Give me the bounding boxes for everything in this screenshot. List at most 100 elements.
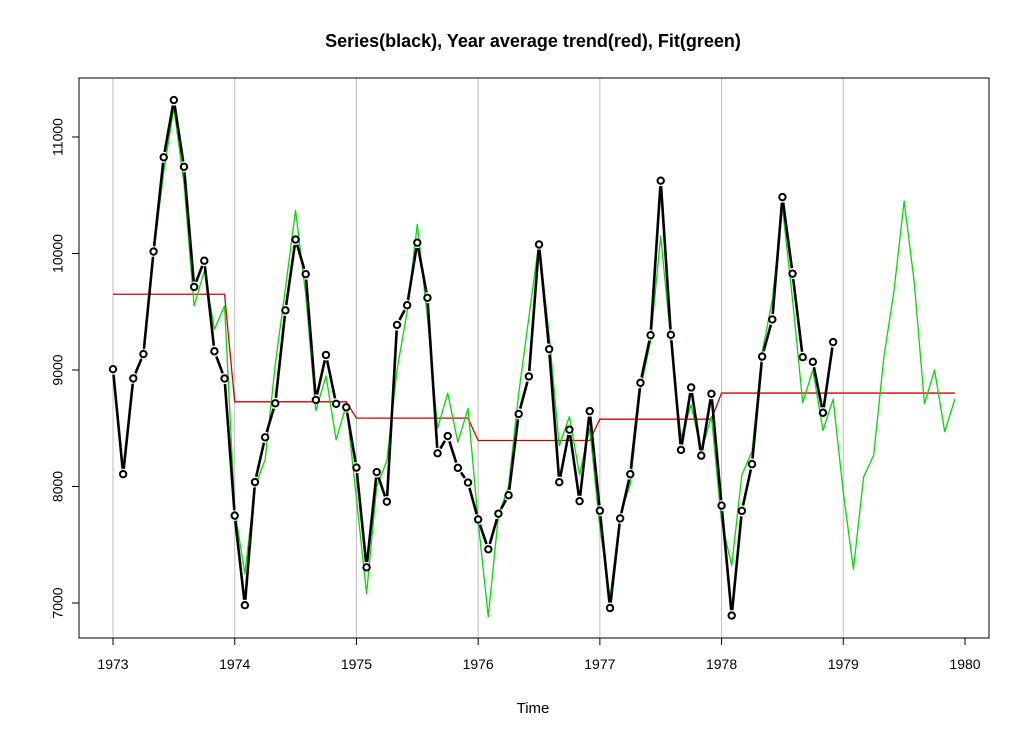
series-segment: [741, 469, 753, 506]
x-tick-label-1977: 1977: [584, 656, 615, 672]
grid-lines: [112, 78, 844, 638]
series-point-42: [534, 240, 544, 249]
series-point-21: [321, 350, 331, 360]
series-segment: [377, 476, 387, 497]
series-segment: [448, 440, 458, 464]
series-point-36: [473, 515, 483, 524]
series-segment: [649, 186, 662, 330]
series-segment: [112, 374, 124, 469]
series-segment: [710, 399, 723, 501]
series-segment: [609, 523, 621, 603]
series-point-7: [179, 162, 189, 172]
series-point-12: [230, 511, 239, 520]
axes: 1973 1974 1975 1976 1977 1978 1979 1980 7000 8000…: [50, 77, 990, 672]
series-point-30: [413, 238, 422, 247]
series-point-66: [778, 192, 787, 202]
x-tick-label-1978: 1978: [706, 656, 737, 672]
series-segment: [234, 520, 246, 600]
series-segment: [670, 340, 682, 445]
series-point-32: [433, 449, 442, 458]
series-segment: [578, 416, 591, 496]
series-point-31: [423, 293, 432, 302]
series-point-3: [139, 349, 148, 359]
series-segment: [345, 412, 357, 463]
series-segment: [781, 202, 794, 269]
series-segment: [488, 518, 499, 545]
series-point-57: [686, 383, 696, 392]
series-segment: [538, 249, 550, 344]
series-point-50: [615, 514, 625, 523]
series-point-53: [646, 330, 655, 340]
series-point-14: [250, 477, 260, 487]
series-point-26: [372, 467, 381, 477]
y-tick-label-8000: 8000: [50, 471, 66, 502]
series-segment: [629, 388, 642, 469]
series-segment: [568, 434, 581, 496]
series-segment: [659, 186, 672, 330]
series-point-58: [697, 451, 706, 460]
series-point-10: [210, 347, 219, 356]
series-point-29: [402, 301, 412, 310]
series-point-51: [626, 469, 635, 479]
series-segment: [254, 442, 266, 477]
series-segment: [822, 347, 834, 408]
y-tick-label-10000: 10000: [50, 234, 66, 273]
series-segment: [599, 516, 611, 603]
series-point-37: [484, 545, 493, 554]
series-point-6: [169, 95, 179, 105]
series-segment: [426, 303, 439, 448]
series-segment: [355, 472, 368, 563]
series-point-20: [311, 395, 321, 405]
series-segment: [223, 383, 236, 511]
series-segment: [365, 477, 378, 563]
x-tick-label-1974: 1974: [219, 656, 250, 672]
series-point-18: [291, 235, 300, 244]
series-segment: [203, 266, 216, 346]
x-axis-label: Time: [517, 700, 550, 717]
series-segment: [527, 249, 540, 372]
series-point-1: [118, 469, 128, 479]
series-point-63: [747, 459, 757, 469]
trend-layer: [113, 293, 955, 442]
plot-frame: [78, 77, 990, 639]
series-point-11: [220, 374, 229, 383]
series-point-23: [342, 403, 351, 412]
series-segment: [762, 324, 773, 352]
series-segment: [620, 479, 631, 514]
series-segment: [183, 172, 195, 282]
series-point-49: [605, 603, 615, 613]
series-point-44: [555, 477, 564, 487]
series-point-38: [494, 509, 503, 518]
series-point-15: [260, 433, 270, 442]
series-segment: [163, 105, 175, 153]
series-segment: [478, 524, 488, 545]
series-point-43: [544, 344, 554, 354]
y-tick-label-7000: 7000: [50, 587, 66, 618]
series-segment: [194, 265, 204, 283]
series-segment: [791, 278, 804, 352]
series-segment: [304, 279, 317, 395]
series-point-8: [189, 282, 199, 292]
series-segment: [720, 510, 733, 611]
x-tick-label-1979: 1979: [828, 656, 859, 672]
series-segment: [459, 471, 466, 479]
series-layer: [108, 95, 838, 620]
x-tick-label-1973: 1973: [97, 656, 128, 672]
series-point-19: [301, 269, 310, 279]
series-segment: [385, 330, 398, 497]
series-point-64: [757, 352, 767, 361]
series-segment: [142, 256, 155, 349]
series-segment: [122, 383, 134, 469]
series-point-0: [108, 364, 118, 374]
series-point-46: [575, 496, 584, 506]
series-point-40: [514, 409, 523, 419]
series-segment: [439, 440, 447, 450]
series-point-13: [240, 601, 250, 610]
series-point-35: [463, 478, 473, 487]
series-segment: [173, 105, 185, 162]
series-segment: [499, 499, 508, 510]
series-point-52: [636, 378, 645, 388]
series-segment: [417, 247, 428, 293]
series-point-62: [737, 506, 747, 516]
